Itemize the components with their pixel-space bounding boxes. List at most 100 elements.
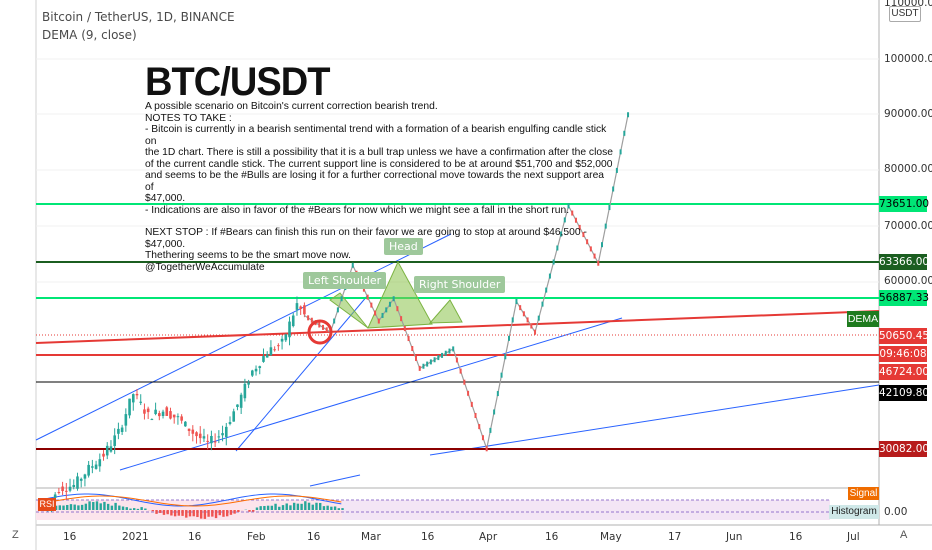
projected-candle [322, 324, 324, 330]
histogram-bar [304, 501, 307, 510]
candle [224, 426, 228, 438]
projected-candle [601, 242, 603, 248]
projected-candle [463, 379, 466, 385]
histogram-bar [162, 510, 166, 515]
projected-candle [534, 329, 537, 335]
histogram-bar [266, 505, 270, 510]
histogram-bar [54, 505, 58, 510]
z-button[interactable]: Z [12, 529, 19, 541]
price-tick: 80000.00 [884, 163, 932, 175]
histogram-bar [319, 502, 322, 510]
histogram-bar [214, 510, 218, 519]
candle [280, 338, 284, 342]
projected-candle [478, 424, 481, 430]
histogram-bar [62, 505, 65, 510]
histogram-bar [337, 508, 340, 510]
histogram-bar [129, 508, 132, 510]
projected-candle [370, 302, 373, 308]
histogram-bar [226, 510, 229, 517]
candle [91, 466, 94, 468]
projected-candle [388, 301, 391, 307]
candle [76, 476, 79, 489]
note-line: Thethering seems to be the smart move no… [145, 250, 352, 261]
projected-candle [377, 318, 380, 324]
time-tick: 16 [421, 531, 435, 543]
histogram-bar [292, 502, 296, 510]
histogram-bar [170, 510, 173, 516]
rsi-badge[interactable]: RSI [38, 498, 56, 511]
histogram-bar [80, 504, 84, 510]
histogram-bar [151, 510, 154, 512]
projected-candle [444, 350, 447, 356]
right-shoulder-label: Right Shoulder [414, 276, 506, 293]
auto-scale-button[interactable]: A [900, 529, 908, 541]
candle [258, 366, 262, 369]
symbol-title[interactable]: Bitcoin / TetherUS, 1D, BINANCE [42, 10, 235, 24]
annotation-title: BTC/USDT [145, 60, 330, 104]
candle [213, 441, 217, 443]
histogram-bar [222, 510, 225, 517]
projected-candle [385, 307, 388, 313]
candle [284, 334, 288, 341]
histogram-bar [84, 503, 88, 510]
candle [243, 383, 247, 399]
candle [228, 422, 232, 424]
candle [180, 416, 183, 421]
projected-candle [619, 149, 622, 155]
projected-candle [318, 322, 321, 328]
candle [146, 408, 150, 413]
time-tick: Jul [847, 531, 860, 543]
currency-button[interactable]: USDT [889, 6, 921, 22]
histogram-bar [333, 506, 337, 510]
time-tick: 16 [307, 531, 321, 543]
candle [172, 414, 176, 418]
time-tick: Apr [479, 531, 498, 543]
projected-candle [467, 390, 470, 396]
projected-candle [452, 346, 455, 352]
histogram-bar [173, 510, 177, 517]
price-tick: 100000.00 [884, 53, 932, 65]
histogram-bar [322, 506, 326, 510]
histogram-bar [58, 505, 61, 510]
projected-candle [504, 354, 507, 360]
projected-candle [481, 435, 484, 441]
histogram-bar [114, 502, 117, 510]
histogram-bar [248, 510, 251, 512]
left-shoulder-label: Left Shoulder [303, 272, 387, 289]
histogram-bar [69, 504, 73, 510]
time-tick: 16 [188, 531, 202, 543]
projected-candle [537, 315, 540, 321]
candle [299, 306, 302, 310]
histogram-bar [263, 505, 266, 510]
histogram-bar [274, 503, 277, 510]
left-shoulder-area [329, 292, 369, 329]
indicator-title[interactable]: DEMA (9, close) [42, 28, 137, 42]
histogram-bar [211, 510, 214, 517]
note-line: - Bitcoin is currently in a bearish sent… [145, 124, 607, 147]
histogram-bar [185, 510, 188, 518]
projected-candle [474, 412, 477, 418]
candle [169, 411, 172, 419]
head-label: Head [384, 238, 423, 255]
histogram-bar [252, 510, 255, 512]
time-tick: 2021 [122, 531, 149, 543]
time-tick: 16 [545, 531, 559, 543]
projected-candle [612, 186, 615, 192]
projected-candle [437, 355, 440, 361]
candle [184, 421, 187, 427]
histogram-bar [133, 508, 136, 510]
note-line: of the current candle stick. The current… [145, 158, 613, 170]
candle [161, 411, 165, 416]
histogram-bar [159, 510, 162, 513]
candle [150, 419, 154, 421]
candle [105, 445, 109, 456]
projected-candle [608, 205, 611, 211]
candle [61, 486, 64, 492]
projected-candle [351, 262, 354, 268]
projected-candle [530, 323, 533, 329]
histogram-bar [300, 503, 303, 510]
histogram-bar [259, 506, 262, 510]
projected-candle [541, 301, 544, 307]
engulfing-marker [307, 319, 333, 345]
